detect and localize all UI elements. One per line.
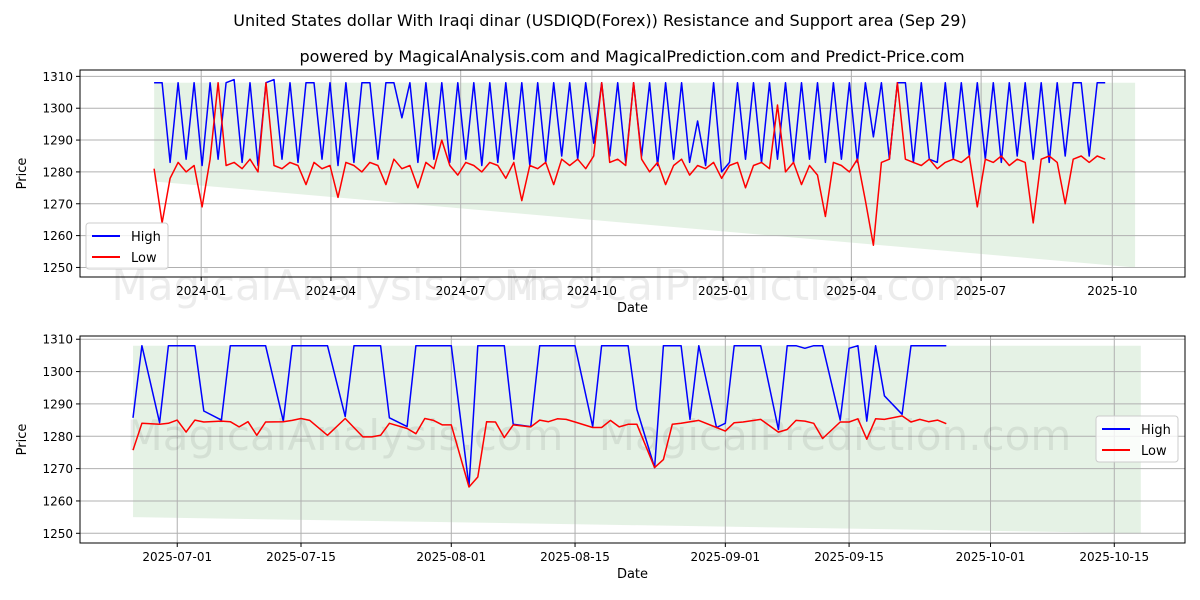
x-axis-label: Date — [617, 301, 648, 316]
x-tick-label: 2025-09-15 — [814, 550, 884, 564]
y-tick-label: 1310 — [42, 333, 73, 347]
y-tick-label: 1300 — [42, 365, 73, 379]
legend-label-low: Low — [1141, 444, 1167, 459]
series-line-high — [132, 344, 947, 487]
legend-label-high: High — [1141, 423, 1171, 438]
watermark: MagicalPrediction.com — [599, 411, 1072, 460]
x-tick-label: 2024-10 — [567, 284, 617, 298]
x-tick-label: 2025-08-01 — [416, 550, 486, 564]
legend: High Low — [1095, 415, 1179, 463]
x-tick-label: 2025-10 — [1087, 284, 1137, 298]
top-chart-axes: 2024-01 2024-04 2024-07 2024-10 2025-01 2025-… — [15, 69, 1186, 316]
y-axis-label: Price — [15, 158, 30, 190]
x-tick-label: 2025-04 — [826, 284, 876, 298]
x-tick-label: 2024-04 — [306, 284, 356, 298]
y-tick-label: 1270 — [42, 197, 73, 211]
y-axis-label: Price — [15, 424, 30, 456]
y-tick-label: 1250 — [42, 527, 73, 541]
y-tick-label: 1290 — [42, 134, 73, 148]
x-tick-label: 2025-07-15 — [266, 550, 336, 564]
y-tick-label: 1280 — [42, 430, 73, 444]
chart-subtitle: powered by MagicalAnalysis.com and Magic… — [299, 47, 964, 66]
watermark: MagicalAnalysis.com — [112, 261, 549, 310]
x-tick-label: 2025-01 — [698, 284, 748, 298]
x-axis-label: Date — [617, 567, 648, 582]
x-tick-label: 2025-10-01 — [956, 550, 1026, 564]
bottom-chart-axes: 2025-07-01 2025-07-15 2025-08-01 2025-08-15… — [15, 333, 1186, 582]
y-tick-label: 1290 — [42, 397, 73, 411]
series-line-low — [132, 415, 947, 488]
x-tick-label: 2024-01 — [176, 284, 226, 298]
support-resistance-band — [154, 82, 1136, 268]
x-tick-label: 2025-10-15 — [1079, 550, 1149, 564]
y-tick-label: 1260 — [42, 494, 73, 508]
y-tick-label: 1250 — [42, 261, 73, 275]
chart-title: United States dollar With Iraqi dinar (U… — [233, 11, 966, 30]
x-tick-label: 2025-07-01 — [142, 550, 212, 564]
series-line-low — [153, 81, 1106, 246]
x-tick-label: 2025-08-15 — [540, 550, 610, 564]
y-tick-label: 1310 — [42, 70, 73, 84]
legend: High Low — [85, 222, 169, 270]
y-tick-label: 1280 — [42, 165, 73, 179]
plot-frame — [79, 69, 1186, 278]
plot-frame — [79, 335, 1186, 544]
x-tick-label: 2025-09-01 — [690, 550, 760, 564]
x-tick-label: 2025-07 — [956, 284, 1006, 298]
watermark: MagicalPrediction.com — [504, 261, 977, 310]
support-resistance-band — [133, 345, 1141, 534]
y-tick-label: 1300 — [42, 102, 73, 116]
x-tick-label: 2024-07 — [436, 284, 486, 298]
y-tick-label: 1270 — [42, 462, 73, 476]
y-tick-label: 1260 — [42, 229, 73, 243]
legend-label-low: Low — [131, 251, 157, 266]
legend-label-high: High — [131, 230, 161, 245]
